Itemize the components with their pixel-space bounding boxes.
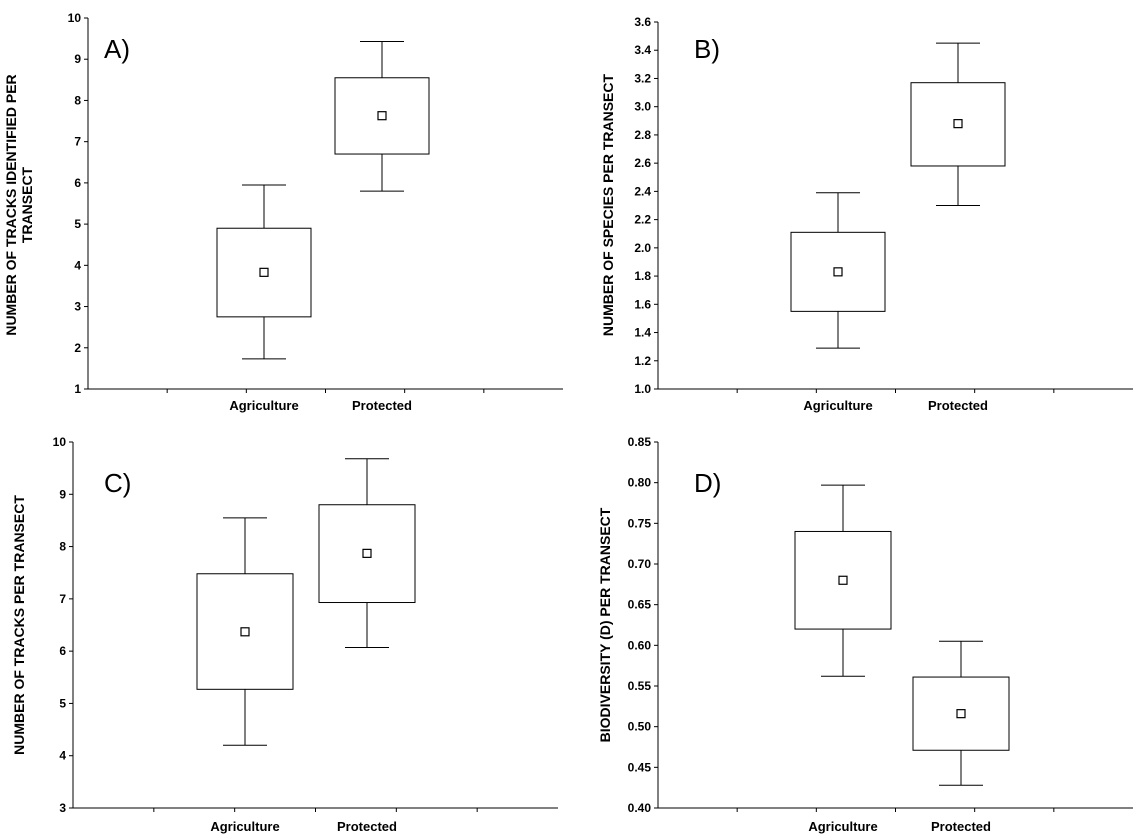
mean-marker <box>956 709 966 719</box>
box-protected <box>912 640 1010 786</box>
x-category-label: Protected <box>352 398 412 413</box>
y-axis-title: BIODIVERSITY (D) PER TRANSECT <box>597 507 613 742</box>
y-tick-label: 5 <box>59 696 66 710</box>
box-agriculture <box>216 184 312 360</box>
y-tick-label: 2.4 <box>634 184 651 198</box>
y-tick-label: 1.8 <box>634 269 651 283</box>
y-tick-label: 2.8 <box>634 128 651 142</box>
y-tick-label: 2 <box>74 341 81 355</box>
chart-panel-2: 1.0 1.2 1.4 1.6 1.8 2.0 2.2 2.4 2.6 2.8 3.0 3.2 3.4 3… <box>600 15 1133 413</box>
y-axis-title: NUMBER OF TRACKS PER TRANSECT <box>11 495 27 755</box>
mean-marker <box>953 119 963 129</box>
y-axis-title: TRANSECT <box>19 166 35 243</box>
y-tick-label: 1.0 <box>634 382 651 396</box>
y-tick-label: 2.2 <box>634 213 651 227</box>
mean-marker <box>833 267 843 277</box>
y-tick-label: 3.6 <box>634 15 651 29</box>
mean-marker <box>362 548 372 558</box>
x-category-label: Agriculture <box>803 398 872 413</box>
y-tick-label: 10 <box>68 11 82 25</box>
y-tick-label: 0.55 <box>628 679 652 693</box>
y-tick-label: 3.4 <box>634 43 651 57</box>
x-category-label: Protected <box>337 819 397 834</box>
box-agriculture <box>196 517 294 746</box>
y-tick-label: 0.45 <box>628 760 652 774</box>
y-tick-label: 3.2 <box>634 71 651 85</box>
y-tick-label: 1.6 <box>634 297 651 311</box>
y-tick-label: 9 <box>59 487 66 501</box>
y-tick-label: 6 <box>74 176 81 190</box>
y-tick-label: 0.50 <box>628 720 652 734</box>
panel-label: B) <box>694 34 720 64</box>
x-category-label: Protected <box>928 398 988 413</box>
y-tick-label: 0.40 <box>628 801 652 815</box>
y-tick-label: 3 <box>74 300 81 314</box>
y-tick-label: 5 <box>74 217 81 231</box>
y-tick-label: 9 <box>74 52 81 66</box>
box-protected <box>318 458 416 648</box>
y-tick-label: 3 <box>59 801 66 815</box>
chart-panel-4: 0.40 0.45 0.50 0.55 0.60 0.65 0.70 0.75 0.80 0.85… <box>597 435 1133 834</box>
panel-label: A) <box>104 34 130 64</box>
y-tick-label: 0.75 <box>628 516 652 530</box>
y-tick-label: 0.85 <box>628 435 652 449</box>
x-category-label: Agriculture <box>808 819 877 834</box>
y-tick-label: 7 <box>59 592 66 606</box>
y-tick-label: 7 <box>74 135 81 149</box>
chart-panel-3: 3 4 5 6 7 8 9 10 Agriculture Protected NUMBER OF T… <box>11 435 558 834</box>
y-axis-title: NUMBER OF TRACKS IDENTIFIED PER <box>3 74 19 335</box>
box-protected <box>910 42 1006 206</box>
y-tick-label: 0.65 <box>628 598 652 612</box>
box-agriculture <box>790 192 886 349</box>
y-tick-label: 3.0 <box>634 100 651 114</box>
y-tick-label: 2.0 <box>634 241 651 255</box>
panel-label: C) <box>104 468 131 498</box>
y-axis-title: NUMBER OF SPECIES PER TRANSECT <box>600 73 616 336</box>
y-tick-label: 1.2 <box>634 354 651 368</box>
mean-marker <box>240 627 250 637</box>
y-tick-label: 4 <box>74 258 81 272</box>
y-tick-label: 0.80 <box>628 476 652 490</box>
y-tick-label: 4 <box>59 749 66 763</box>
x-category-label: Agriculture <box>210 819 279 834</box>
mean-marker <box>259 267 269 277</box>
chart-panel-1: 1 2 3 4 5 6 7 8 9 10 Agriculture Protected NUMBER OF… <box>3 11 563 413</box>
y-tick-label: 0.70 <box>628 557 652 571</box>
y-tick-label: 1.4 <box>634 326 651 340</box>
y-tick-label: 6 <box>59 644 66 658</box>
y-tick-label: 8 <box>74 93 81 107</box>
panel-label: D) <box>694 468 721 498</box>
box-agriculture <box>794 484 892 677</box>
y-tick-label: 8 <box>59 540 66 554</box>
mean-marker <box>377 111 387 121</box>
x-category-label: Agriculture <box>229 398 298 413</box>
y-tick-label: 1 <box>74 382 81 396</box>
y-tick-label: 0.60 <box>628 638 652 652</box>
y-tick-label: 10 <box>53 435 67 449</box>
mean-marker <box>838 575 848 585</box>
y-tick-label: 2.6 <box>634 156 651 170</box>
box-protected <box>334 40 430 192</box>
x-category-label: Protected <box>931 819 991 834</box>
